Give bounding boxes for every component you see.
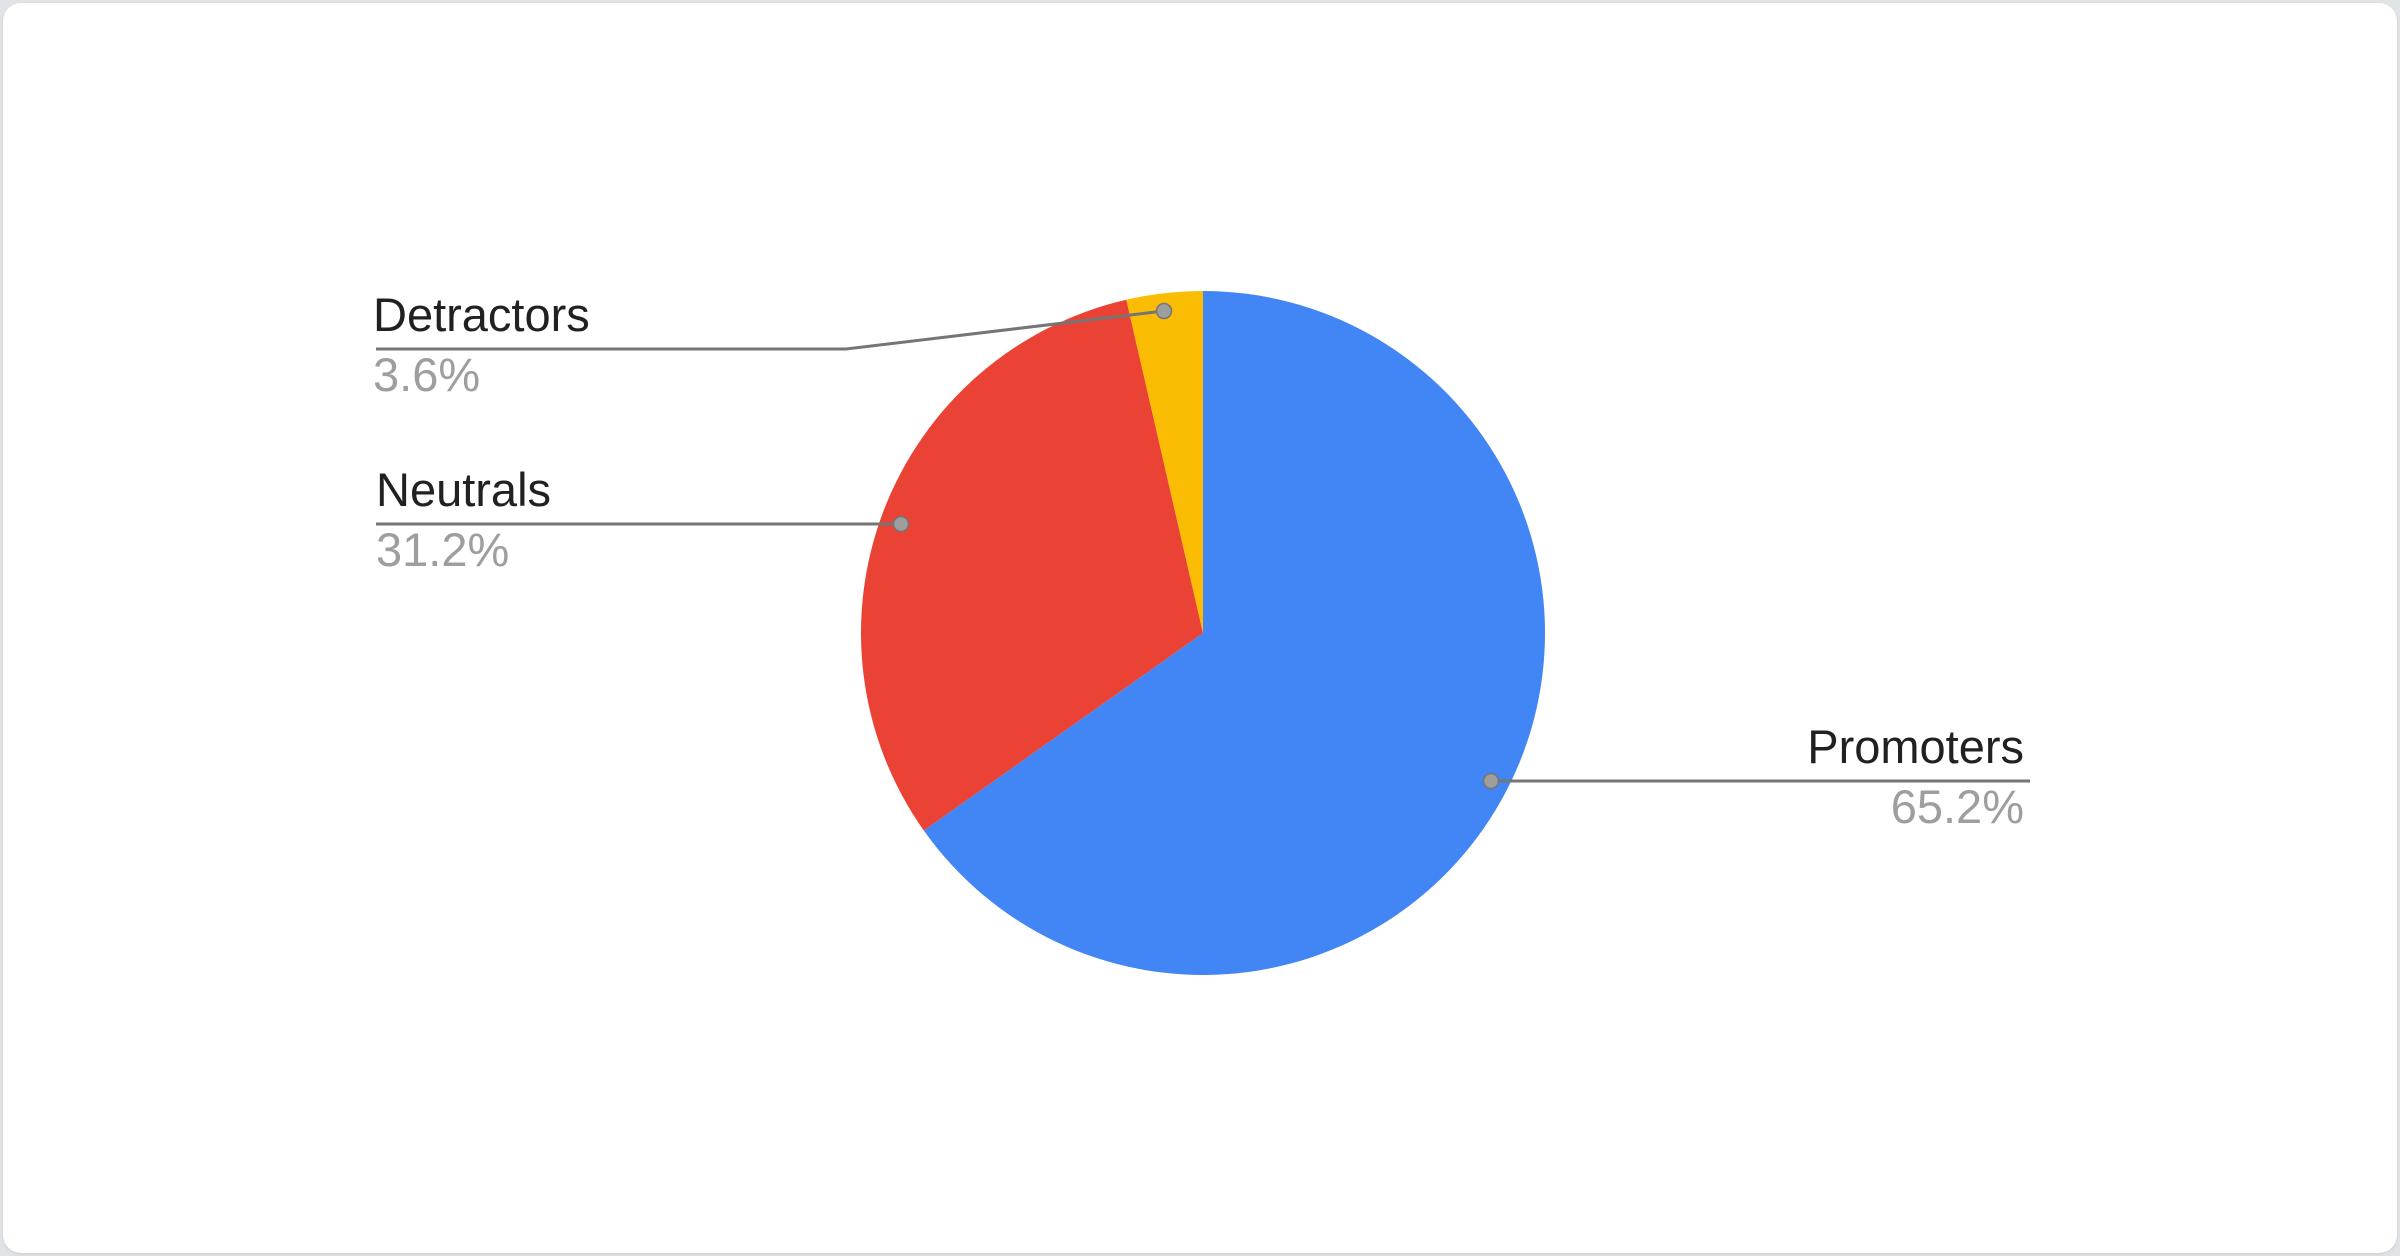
slice-label-neutrals: Neutrals — [376, 463, 552, 516]
pie-slice-promoters[interactable] — [923, 291, 1545, 975]
slice-label-promoters: Promoters — [1807, 720, 2024, 773]
slice-percent-promoters: 65.2% — [1890, 780, 2024, 833]
callout-dot-promoters — [1482, 772, 1500, 790]
callout-lines — [376, 302, 2030, 790]
slice-percent-neutrals: 31.2% — [376, 523, 510, 576]
pie-chart — [376, 291, 2030, 975]
callout-dot-neutrals — [892, 515, 910, 533]
chart-card: Detractors 3.6% Neutrals 31.2% Promoters… — [3, 3, 2397, 1253]
pie-slices — [860, 291, 1545, 975]
pie-slice-neutrals[interactable] — [860, 299, 1203, 831]
slice-label-detractors: Detractors — [373, 288, 590, 341]
slice-percent-detractors: 3.6% — [373, 348, 481, 401]
callout-dot-detractors — [1155, 302, 1173, 320]
pie-slice-detractors[interactable] — [1126, 291, 1203, 633]
callout-line-detractors — [376, 309, 1165, 351]
